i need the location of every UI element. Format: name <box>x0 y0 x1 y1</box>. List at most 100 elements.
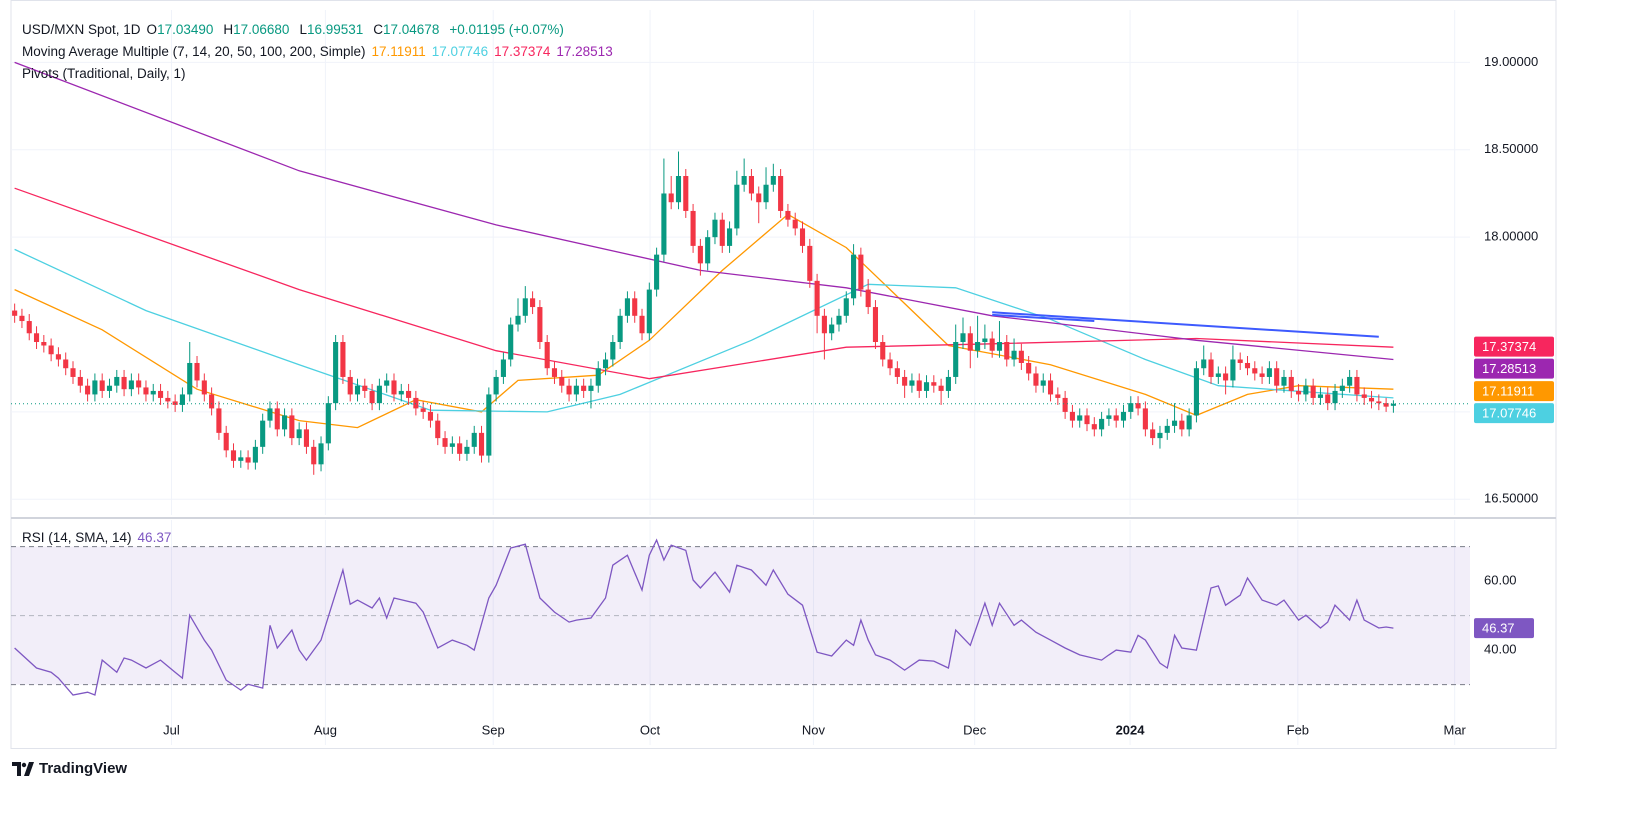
value-badge-label: 17.07746 <box>1482 406 1536 421</box>
ma-value: 17.07746 <box>431 44 489 59</box>
candle-body <box>1047 380 1054 395</box>
candle-body <box>872 307 879 343</box>
candle-body <box>1266 368 1272 377</box>
candle-body <box>457 443 463 454</box>
candle-body <box>1347 376 1353 386</box>
value-badge <box>1474 336 1554 357</box>
ohlc-value: 16.99531 <box>306 22 364 37</box>
candle-body <box>588 385 594 391</box>
candle-body <box>654 254 660 290</box>
ma-value: 17.11911 <box>371 44 426 59</box>
candle-body <box>1142 408 1148 430</box>
candle-body <box>1303 385 1309 395</box>
candle-body <box>216 408 222 433</box>
candle-body <box>179 394 185 405</box>
candle-body <box>478 432 485 456</box>
rsi-badge <box>1474 618 1534 639</box>
candle-body <box>537 307 543 343</box>
candle-body <box>581 385 587 391</box>
candle-body <box>449 443 455 447</box>
candle-body <box>624 298 630 316</box>
candle-body <box>617 315 623 343</box>
candle-body <box>1237 359 1243 363</box>
candle-body <box>1361 394 1367 398</box>
candle-body <box>916 380 922 391</box>
candle-body <box>1179 420 1185 430</box>
candle-body <box>26 321 32 334</box>
candle-body <box>500 359 506 377</box>
plot-frame <box>10 0 1557 749</box>
candle-body <box>1230 359 1236 381</box>
x-tick-label: Sep <box>482 722 505 737</box>
candle-body <box>880 342 886 360</box>
candle-body <box>573 385 579 395</box>
ohlc-key: O <box>146 22 158 37</box>
candle-body <box>63 359 69 369</box>
candle-body <box>544 342 550 369</box>
candle-body <box>114 376 120 386</box>
candle-body <box>734 184 740 229</box>
price-legend: USD/MXN Spot, 1D O17.03490 H17.06680 L16.99… <box>22 19 570 41</box>
candle-body <box>661 193 667 255</box>
ohlc-item: O17.03490 <box>147 22 220 37</box>
candle-body <box>887 359 893 369</box>
candle-body <box>1026 362 1032 374</box>
candle-body <box>551 368 558 377</box>
candle-body <box>1099 418 1105 430</box>
candle-body <box>982 338 988 343</box>
value-badge-label: 17.11911 <box>1482 384 1534 399</box>
ohlc-value: 17.04678 <box>383 22 440 37</box>
branding[interactable]: TradingView <box>12 760 127 777</box>
candle-body <box>902 376 908 386</box>
candle-body <box>763 184 769 203</box>
candle-body <box>230 450 237 461</box>
candle-body <box>865 289 871 308</box>
candle-body <box>770 176 776 185</box>
candle-body <box>55 354 61 360</box>
y-tick-label: 19.00000 <box>1484 54 1538 69</box>
candle-body <box>1040 380 1046 386</box>
candle-body <box>1215 373 1221 377</box>
x-tick-label: Oct <box>640 722 661 737</box>
candle-body <box>1077 415 1083 421</box>
candle-body <box>1193 368 1199 416</box>
candle-body <box>223 432 229 451</box>
candle-body <box>427 411 434 421</box>
rsi-value: 46.37 <box>137 530 172 545</box>
candle-body <box>668 193 674 203</box>
candle-body <box>384 380 390 386</box>
candle-body <box>121 376 127 390</box>
candle-body <box>165 397 171 402</box>
candle-body <box>369 390 375 404</box>
ohlc-key: L <box>299 22 307 37</box>
candle-body <box>778 176 784 211</box>
candle-body <box>1281 376 1287 386</box>
candle-body <box>851 254 857 299</box>
candle-body <box>610 342 616 360</box>
ma-value: 17.28513 <box>556 44 613 59</box>
candle-body <box>602 359 609 369</box>
ohlc-item: H17.06680 <box>223 22 295 37</box>
candle-body <box>70 368 76 377</box>
value-badge <box>1474 381 1554 402</box>
candle-body <box>522 298 528 316</box>
candle-body <box>420 408 426 412</box>
candle-body <box>267 408 273 421</box>
candle-body <box>1325 394 1331 404</box>
ohlc-value: 17.03490 <box>157 22 214 37</box>
candle-body <box>799 228 806 246</box>
candle-body <box>325 403 331 444</box>
candle-body <box>1223 373 1229 381</box>
candle-body <box>909 380 915 386</box>
candle-body <box>318 443 324 465</box>
rsi-legend: RSI (14, SMA, 14) 46.37 <box>22 527 177 549</box>
ohlc-key: H <box>223 22 234 37</box>
candle-body <box>807 245 813 281</box>
value-badge <box>1474 403 1554 424</box>
value-badge-label: 17.28513 <box>1482 361 1536 376</box>
candle-body <box>1164 425 1170 433</box>
candle-body <box>894 368 900 377</box>
candle-body <box>143 387 149 395</box>
candle-body <box>333 342 339 404</box>
candle-body <box>639 315 645 334</box>
